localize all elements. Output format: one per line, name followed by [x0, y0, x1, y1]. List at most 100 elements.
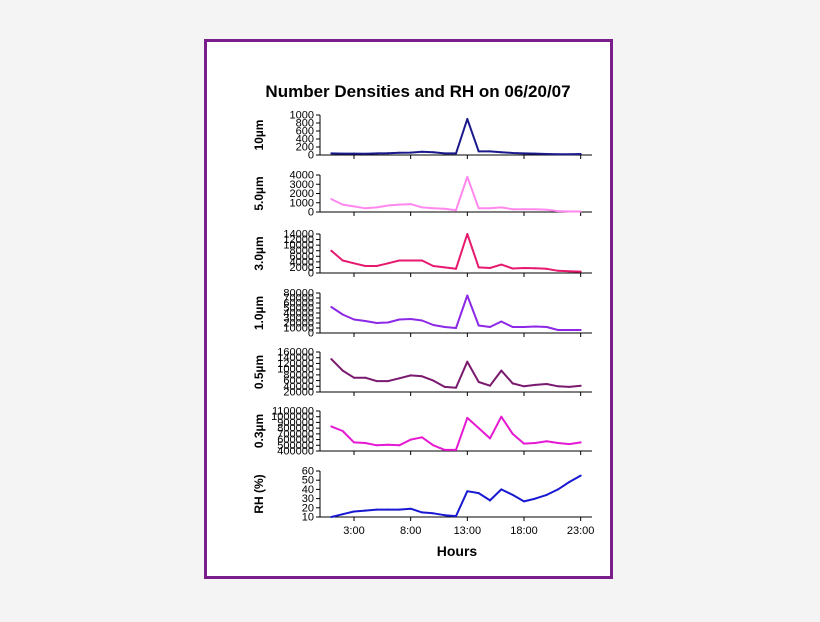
data-point	[579, 153, 582, 155]
y-tick-label: 1100000	[272, 406, 314, 418]
data-point	[579, 441, 582, 444]
data-point	[466, 175, 469, 178]
data-point	[387, 508, 389, 511]
data-point	[466, 490, 469, 493]
data-point	[534, 383, 537, 386]
data-point	[375, 265, 378, 268]
data-point	[443, 514, 446, 517]
data-point	[500, 369, 503, 372]
data-point	[579, 384, 582, 387]
y-tick-label: 60000	[283, 298, 314, 310]
data-point	[557, 442, 559, 444]
data-point	[568, 443, 571, 446]
panel-5: 2000040000600008000010000012000014000016…	[252, 347, 592, 399]
chart-panels: 0200400600800100010µm010002000300040005.…	[252, 110, 592, 524]
data-point	[477, 150, 480, 153]
data-point	[477, 266, 480, 269]
data-point	[523, 500, 525, 503]
data-point	[353, 441, 355, 444]
data-point	[341, 259, 344, 262]
data-point	[511, 326, 514, 328]
y-tick-label: 40	[302, 484, 314, 496]
data-point	[432, 207, 435, 210]
x-tick-label: 8:00	[400, 525, 421, 537]
y-tick-label: 1000	[290, 197, 314, 209]
data-point	[409, 507, 412, 510]
y-tick-label: 2000	[290, 188, 314, 200]
data-point	[364, 152, 367, 155]
data-point	[557, 269, 559, 272]
data-point	[398, 151, 401, 154]
data-point	[421, 436, 423, 439]
data-point	[398, 318, 401, 321]
data-point	[466, 360, 469, 363]
panel-4: 0100002000030000400005000060000700008000…	[252, 288, 592, 340]
y-tick-label: 900000	[277, 417, 314, 429]
y-tick-label: 12000	[283, 234, 314, 246]
data-point	[387, 204, 389, 207]
data-point	[341, 203, 344, 206]
data-point	[545, 440, 548, 443]
series-line	[330, 358, 581, 389]
data-point	[477, 381, 480, 383]
data-point	[455, 209, 457, 212]
data-point	[421, 511, 423, 514]
data-point	[421, 206, 423, 209]
data-point	[557, 385, 559, 388]
data-point	[375, 152, 378, 155]
y-tick-label: 6000	[290, 251, 314, 263]
data-point	[477, 324, 480, 327]
data-point	[466, 294, 469, 297]
data-point	[387, 443, 389, 446]
data-point	[545, 383, 548, 385]
data-point	[443, 385, 446, 388]
data-point	[568, 385, 571, 388]
y-tick-label: 10000	[283, 240, 314, 252]
data-point	[375, 206, 378, 209]
y-tick-label: 1000	[290, 110, 314, 122]
data-point	[489, 266, 491, 269]
data-point	[545, 208, 548, 211]
data-point	[545, 326, 548, 328]
data-point	[432, 151, 435, 154]
x-tick-label: 23:00	[567, 525, 595, 537]
data-point	[364, 207, 367, 210]
data-point	[443, 152, 446, 155]
data-point	[534, 442, 537, 444]
y-tick-label: 80000	[283, 288, 314, 300]
data-point	[523, 152, 525, 155]
y-tick-label: 20	[302, 502, 314, 514]
x-tick-label: 18:00	[510, 525, 538, 537]
data-point	[545, 267, 548, 270]
data-point	[455, 327, 457, 329]
data-point	[330, 249, 333, 252]
data-point	[545, 153, 548, 155]
data-point	[568, 481, 571, 484]
data-point	[398, 508, 401, 511]
data-point	[353, 205, 355, 208]
y-axis-label: 0.3µm	[252, 414, 266, 448]
data-point	[364, 320, 367, 322]
data-point	[353, 262, 355, 265]
data-point	[409, 318, 412, 320]
y-tick-label: 20000	[283, 318, 314, 330]
figure-frame	[204, 39, 613, 579]
y-tick-label: 14000	[283, 229, 314, 241]
y-tick-label: 200	[296, 142, 314, 154]
y-tick-label: 500000	[277, 440, 314, 452]
data-point	[353, 510, 355, 513]
data-point	[330, 306, 333, 308]
y-axis-label: 5.0µm	[252, 176, 266, 210]
y-tick-label: 800	[296, 118, 314, 130]
panel-6: 4000005000006000007000008000009000001000…	[252, 406, 592, 458]
data-point	[330, 516, 333, 518]
data-point	[353, 152, 355, 155]
data-point	[489, 499, 491, 502]
data-point	[443, 266, 446, 269]
data-point	[523, 385, 525, 388]
y-axis-label: 0.5µm	[252, 355, 266, 389]
data-point	[511, 208, 514, 211]
y-tick-label: 50000	[283, 303, 314, 315]
